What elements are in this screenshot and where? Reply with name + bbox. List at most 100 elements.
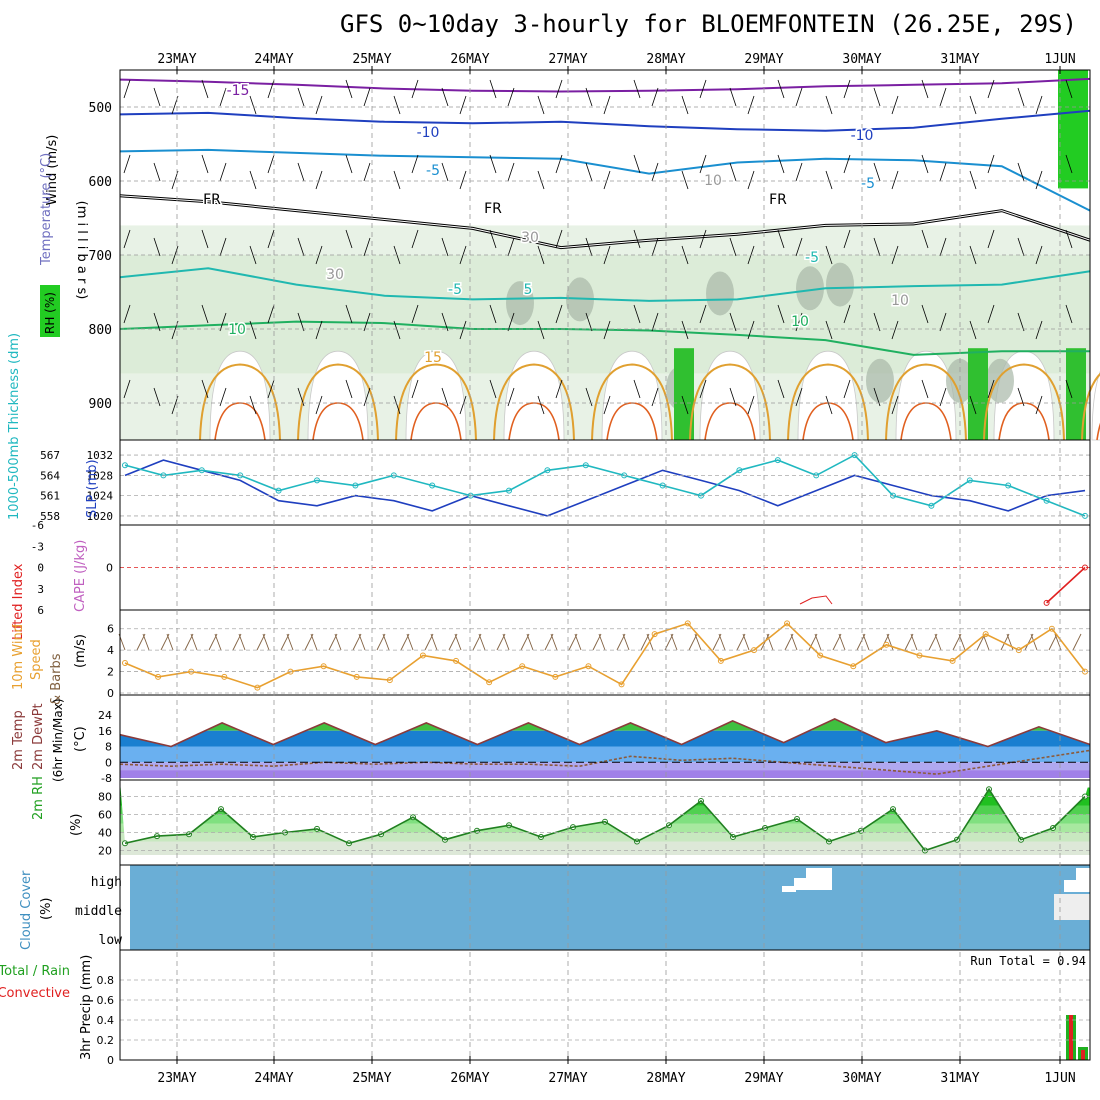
wind-barb-10m	[454, 633, 462, 651]
slp-series-0-line	[124, 459, 1086, 517]
wind-barb	[1065, 304, 1073, 324]
temp-tick: 0	[105, 756, 112, 769]
wind-barb	[843, 154, 851, 174]
wind-barb	[459, 170, 467, 190]
wind-barb	[441, 87, 449, 107]
wind-barb-10m	[310, 633, 318, 651]
wind-barb	[873, 312, 881, 332]
dry-pocket	[503, 350, 565, 441]
wind-barb	[585, 312, 593, 332]
slp-tick: 1028	[87, 469, 114, 482]
temp-tick: -8	[101, 772, 112, 785]
wind-barb	[219, 87, 227, 107]
wind-barb	[249, 170, 257, 190]
wind-barb	[1035, 170, 1043, 190]
wind-barb	[1035, 320, 1043, 340]
wind-barb	[123, 304, 131, 324]
wind-barb	[585, 162, 593, 182]
wind-barb	[219, 237, 227, 257]
wind-barb	[459, 395, 467, 415]
wind-barb	[699, 379, 707, 399]
contour-label: 10	[228, 322, 246, 338]
wind-barb	[747, 170, 755, 190]
wind-barb	[537, 95, 545, 115]
day-label-top: 31MAY	[940, 52, 979, 67]
wind-barb	[201, 379, 209, 399]
wind-barb	[633, 229, 641, 249]
wind-barb	[729, 87, 737, 107]
wind-barb	[969, 320, 977, 340]
precip-tick: 0.6	[97, 994, 115, 1007]
cape-tick: 0	[106, 562, 113, 575]
wind-barb-10m	[190, 633, 198, 651]
wind-barb	[219, 312, 227, 332]
wind-barb-10m	[550, 633, 558, 651]
day-label-bottom: 27MAY	[548, 1071, 587, 1086]
wind-barb	[777, 379, 785, 399]
pressure-tick: 600	[89, 175, 112, 190]
slp-tick: 1020	[87, 510, 114, 523]
wind-barb	[1035, 95, 1043, 115]
wind-barb	[507, 237, 515, 257]
wind-barb	[891, 95, 899, 115]
wind-barb	[1065, 379, 1073, 399]
grid-lines	[119, 66, 1091, 1064]
wind-barb	[585, 87, 593, 107]
wind-barb	[633, 154, 641, 174]
isotherm-15	[1081, 373, 1100, 441]
contour-label: -5	[426, 163, 440, 179]
wind-barb	[603, 320, 611, 340]
wind-barb	[681, 320, 689, 340]
wind-barb	[267, 79, 275, 99]
wind10m-label: 10m Wind	[11, 624, 26, 690]
thickness-tick: 558	[40, 510, 60, 523]
wind-barb-10m	[358, 633, 366, 651]
panel-frame-7	[119, 949, 1091, 1061]
wind-barb	[441, 237, 449, 257]
temp-band-2	[120, 746, 1090, 763]
wind-barb	[939, 162, 947, 182]
wind-barb	[123, 79, 131, 99]
wind-barb	[1017, 237, 1025, 257]
wind-barb	[777, 154, 785, 174]
wind-barb	[987, 154, 995, 174]
isotherm-15	[493, 363, 575, 441]
isotherm-15	[983, 363, 1065, 441]
panel-frame-3	[119, 609, 1091, 696]
moist-blob	[826, 262, 854, 307]
wind-barb	[489, 304, 497, 324]
wind-barb-10m	[742, 633, 750, 651]
contour-label: 10	[791, 314, 809, 330]
li-tick: 3	[37, 583, 44, 596]
wind-barb	[297, 237, 305, 257]
wind-barb	[747, 395, 755, 415]
wind-barb-10m	[670, 633, 678, 651]
contour-label: 30	[326, 267, 344, 283]
wind-barb	[603, 395, 611, 415]
wind-barb	[681, 395, 689, 415]
wind-barb	[249, 320, 257, 340]
wind-barb	[795, 312, 803, 332]
wind-barb	[633, 79, 641, 99]
dry-pocket	[1091, 371, 1100, 441]
dry-pocket	[797, 350, 859, 441]
rh-tick: 60	[98, 809, 112, 822]
rh-band-3	[120, 823, 1090, 833]
day-label-bottom: 26MAY	[450, 1071, 489, 1086]
wind-barb	[651, 162, 659, 182]
wind-barb-10m	[502, 633, 510, 651]
wind-barb	[1065, 154, 1073, 174]
dry-pocket	[209, 350, 271, 441]
wind-barb-10m	[934, 633, 942, 651]
wind-barb	[729, 237, 737, 257]
wind-unit-label: (m/s)	[73, 634, 88, 668]
saturated-column	[968, 348, 988, 440]
wind-barb	[651, 87, 659, 107]
wind-barb	[459, 320, 467, 340]
temp-tick: 8	[105, 741, 112, 754]
temp-band-4	[120, 770, 1090, 778]
rh2m-label: 2m RH	[31, 776, 46, 820]
temp-tick: 16	[98, 725, 112, 738]
wind-barb	[441, 162, 449, 182]
